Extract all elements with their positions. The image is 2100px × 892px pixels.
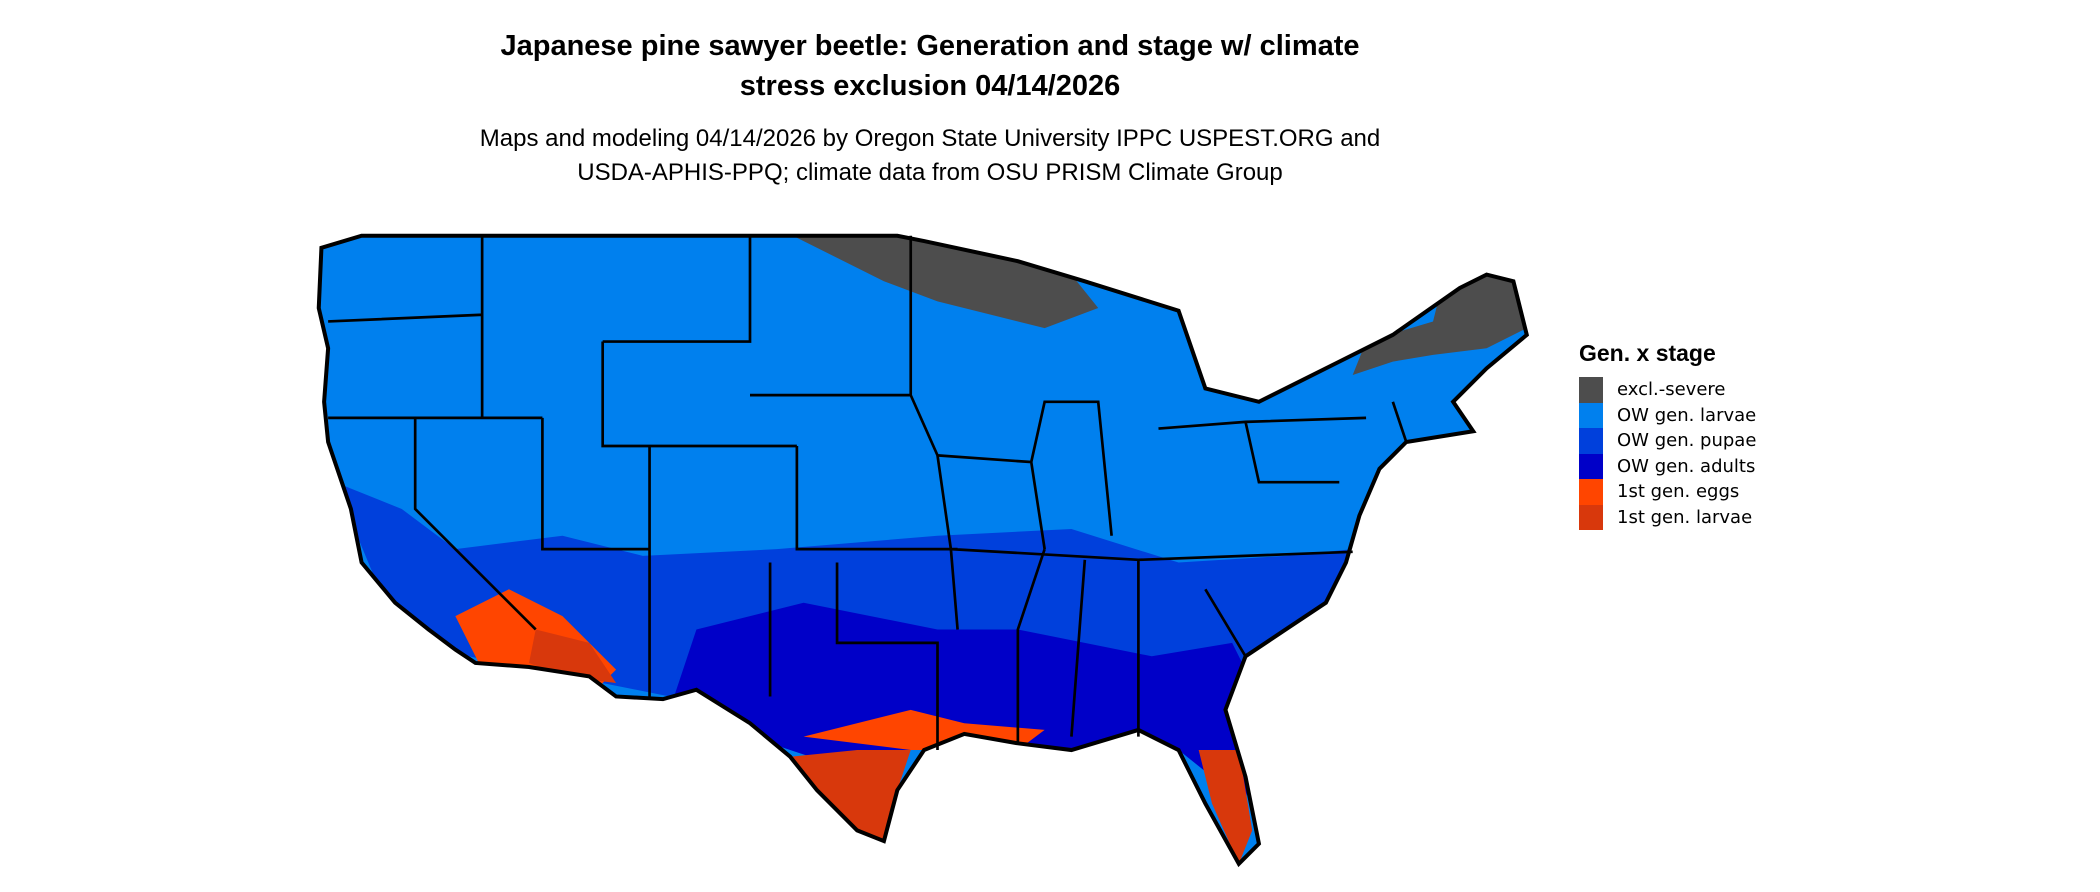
region-ow-adults [669,602,1259,804]
subtitle-line-1: Maps and modeling 04/14/2026 by Oregon S… [479,125,1381,152]
legend-title: Gen. x stage [1579,340,1716,366]
legend-swatch [1579,453,1603,479]
state-borders [319,236,1527,864]
region-excl-severe [776,235,1527,376]
map-title: Japanese pine sawyer beetle: Generation … [0,26,1860,106]
legend-label: excl.-severe [1617,379,1726,401]
legend-swatch [1579,377,1603,403]
legend-label: OW gen. larvae [1617,404,1757,426]
map-legend: Gen. x stage excl.-severe OW gen. larvae O… [1579,340,1756,530]
legend-label: 1st gen. eggs [1617,481,1740,503]
subtitle-line-2: USDA-APHIS-PPQ; climate data from OSU PR… [577,159,1283,186]
legend-item: OW gen. adults [1579,453,1756,479]
legend-item: excl.-severe [1579,377,1756,403]
legend-swatch [1579,504,1603,530]
legend-label: OW gen. adults [1617,455,1756,477]
map-subtitle: Maps and modeling 04/14/2026 by Oregon S… [0,122,1860,190]
legend-item: OW gen. larvae [1579,402,1757,428]
legend-item: 1st gen. larvae [1579,504,1756,530]
legend-swatch [1579,402,1603,428]
legend-label: OW gen. pupae [1617,430,1757,452]
legend-swatch [1579,479,1603,505]
legend-swatch [1579,428,1603,454]
legend-item: OW gen. pupae [1579,428,1756,454]
legend-label: 1st gen. larvae [1617,506,1753,528]
title-line-1: Japanese pine sawyer beetle: Generation … [500,30,1360,62]
title-line-2: stress exclusion 04/14/2026 [739,70,1121,102]
legend-item: 1st gen. eggs [1579,479,1756,505]
